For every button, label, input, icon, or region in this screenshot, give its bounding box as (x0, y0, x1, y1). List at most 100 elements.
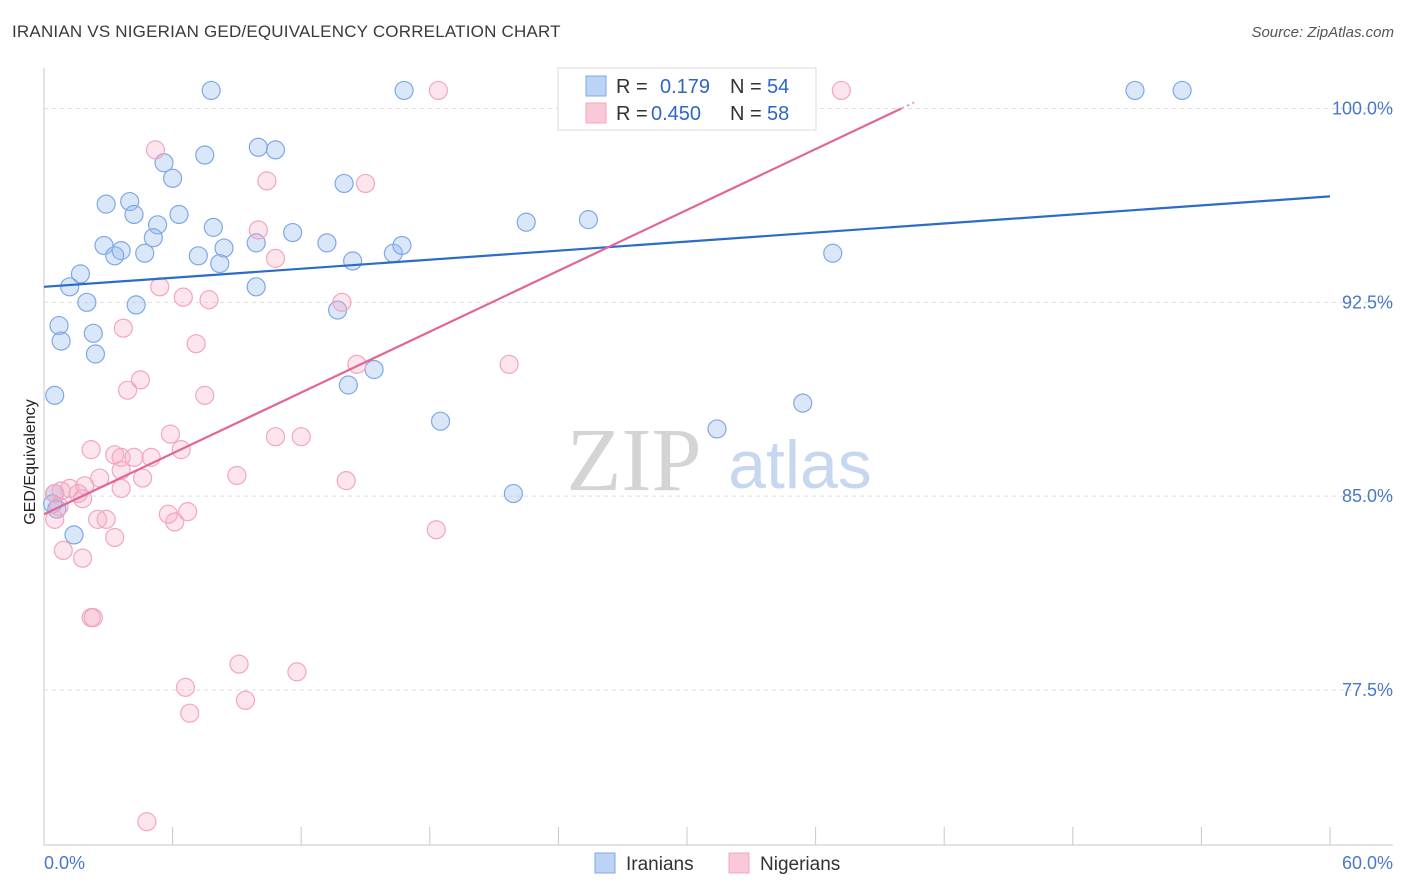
iranians-point (578, 210, 599, 230)
nigerians-point (45, 509, 65, 529)
watermark-atlas: atlas (728, 427, 872, 503)
nigerians-point (83, 607, 103, 628)
nigerians-point (150, 277, 170, 297)
iranians-point (394, 80, 414, 101)
iranians-point (85, 344, 106, 364)
iranians-point (49, 315, 69, 336)
nigerians-point (113, 318, 133, 338)
nigerians-point (199, 290, 219, 310)
iranians-point (1172, 80, 1192, 101)
legend-r-value-nigerians: 0.450 (651, 103, 701, 125)
nigerians-point (336, 471, 356, 491)
nigerians-point (265, 427, 286, 447)
iranians-point (343, 251, 363, 271)
nigerians-point (355, 173, 376, 194)
nigerians-point (291, 427, 311, 447)
nigerians-point (160, 424, 181, 444)
nigerians-point (265, 248, 286, 268)
nigerians-point (175, 677, 196, 697)
y-tick-labels: 100.0% 92.5% 85.0% 77.5% (1332, 99, 1393, 700)
bottom-legend-iranians: Iranians (626, 854, 694, 875)
iranians-point (246, 277, 266, 297)
legend-n-label-nigerians: N = (730, 103, 762, 125)
legend-n-value-nigerians: 58 (767, 103, 789, 125)
iranians-point (135, 243, 155, 263)
iranians-point (334, 173, 354, 194)
nigerians-point (499, 354, 519, 374)
nigerians-point (124, 447, 144, 467)
legend-box: R = 0.179 N = 54 R = 0.450 N = 58 (557, 67, 817, 131)
nigerians-point (105, 527, 125, 548)
iranians-point (1125, 80, 1145, 101)
x-tick-label-max: 60.0% (1342, 853, 1393, 873)
iranians-point (201, 80, 221, 101)
legend-r-label-nigerians: R = (616, 103, 648, 125)
watermark-zip: ZIP (567, 411, 702, 510)
iranians-point (169, 204, 189, 225)
series-legend: Iranians Nigerians (594, 852, 840, 875)
nigerians-point (428, 80, 448, 101)
legend-n-label-iranians: N = (730, 76, 762, 98)
nigerians-trend-line (43, 107, 902, 516)
nigerians-point (287, 662, 307, 682)
iranians-point (793, 393, 813, 413)
trend-lines (43, 101, 1331, 516)
chart-title: IRANIAN VS NIGERIAN GED/EQUIVALENCY CORR… (12, 22, 561, 41)
iranians-point (60, 277, 80, 297)
iranians-point (364, 359, 384, 380)
legend-swatch-iranians (585, 75, 607, 97)
nigerians-point (53, 540, 73, 561)
iranians-point (64, 525, 84, 545)
source-label: Source: ZipAtlas.com (1251, 24, 1394, 41)
nigerians-point (81, 440, 101, 460)
bottom-legend-nigerians: Nigerians (760, 854, 840, 875)
nigerians-trend-extension (900, 101, 915, 110)
iranians-point (392, 235, 412, 256)
iranians-point (83, 323, 103, 343)
legend-r-label-iranians: R = (616, 76, 648, 98)
nigerians-point (158, 504, 178, 524)
nigerians-point (195, 385, 215, 405)
nigerians-point (72, 548, 93, 568)
nigerians-point (332, 292, 352, 312)
iranians-point (45, 385, 65, 405)
nigerians-point (248, 220, 268, 240)
iranians-point (124, 204, 144, 225)
y-tick-label: 77.5% (1342, 680, 1393, 700)
iranians-point (516, 212, 536, 232)
nigerians-point (173, 287, 193, 307)
iranians-point (707, 419, 727, 439)
iranians-point (265, 140, 286, 160)
y-tick-label: 100.0% (1332, 99, 1393, 119)
y-axis-title: GED/Equivalency (22, 399, 39, 524)
iranians-point (70, 264, 91, 284)
iranians-point (105, 246, 125, 266)
iranians-point (163, 168, 183, 188)
iranians-point (210, 253, 230, 274)
nigerians-point (130, 370, 151, 390)
nigerians-point (235, 690, 256, 710)
iranians-point (823, 243, 843, 263)
y-tick-label: 92.5% (1342, 292, 1393, 312)
iranians-point (188, 246, 208, 266)
nigerians-point (426, 520, 446, 540)
nigerians-point (178, 502, 198, 522)
iranians-point (430, 411, 451, 431)
nigerians-point (831, 80, 851, 101)
nigerians-point (180, 703, 200, 723)
bottom-legend-swatch-nigerians (728, 852, 750, 874)
iranians-point (338, 375, 358, 395)
nigerians-point (96, 509, 116, 529)
nigerians-point (257, 171, 277, 191)
x-tick-labels: 0.0% 60.0% (44, 853, 1393, 873)
legend-r-value-iranians: 0.179 (660, 76, 710, 98)
axes (43, 68, 1393, 846)
nigerians-point (137, 812, 157, 832)
nigerians-point (186, 334, 206, 354)
nigerians-point (165, 512, 185, 532)
iranians-point (126, 295, 146, 315)
iranians-point (317, 233, 337, 253)
bottom-legend-swatch-iranians (594, 852, 616, 874)
iranians-point (51, 331, 71, 351)
